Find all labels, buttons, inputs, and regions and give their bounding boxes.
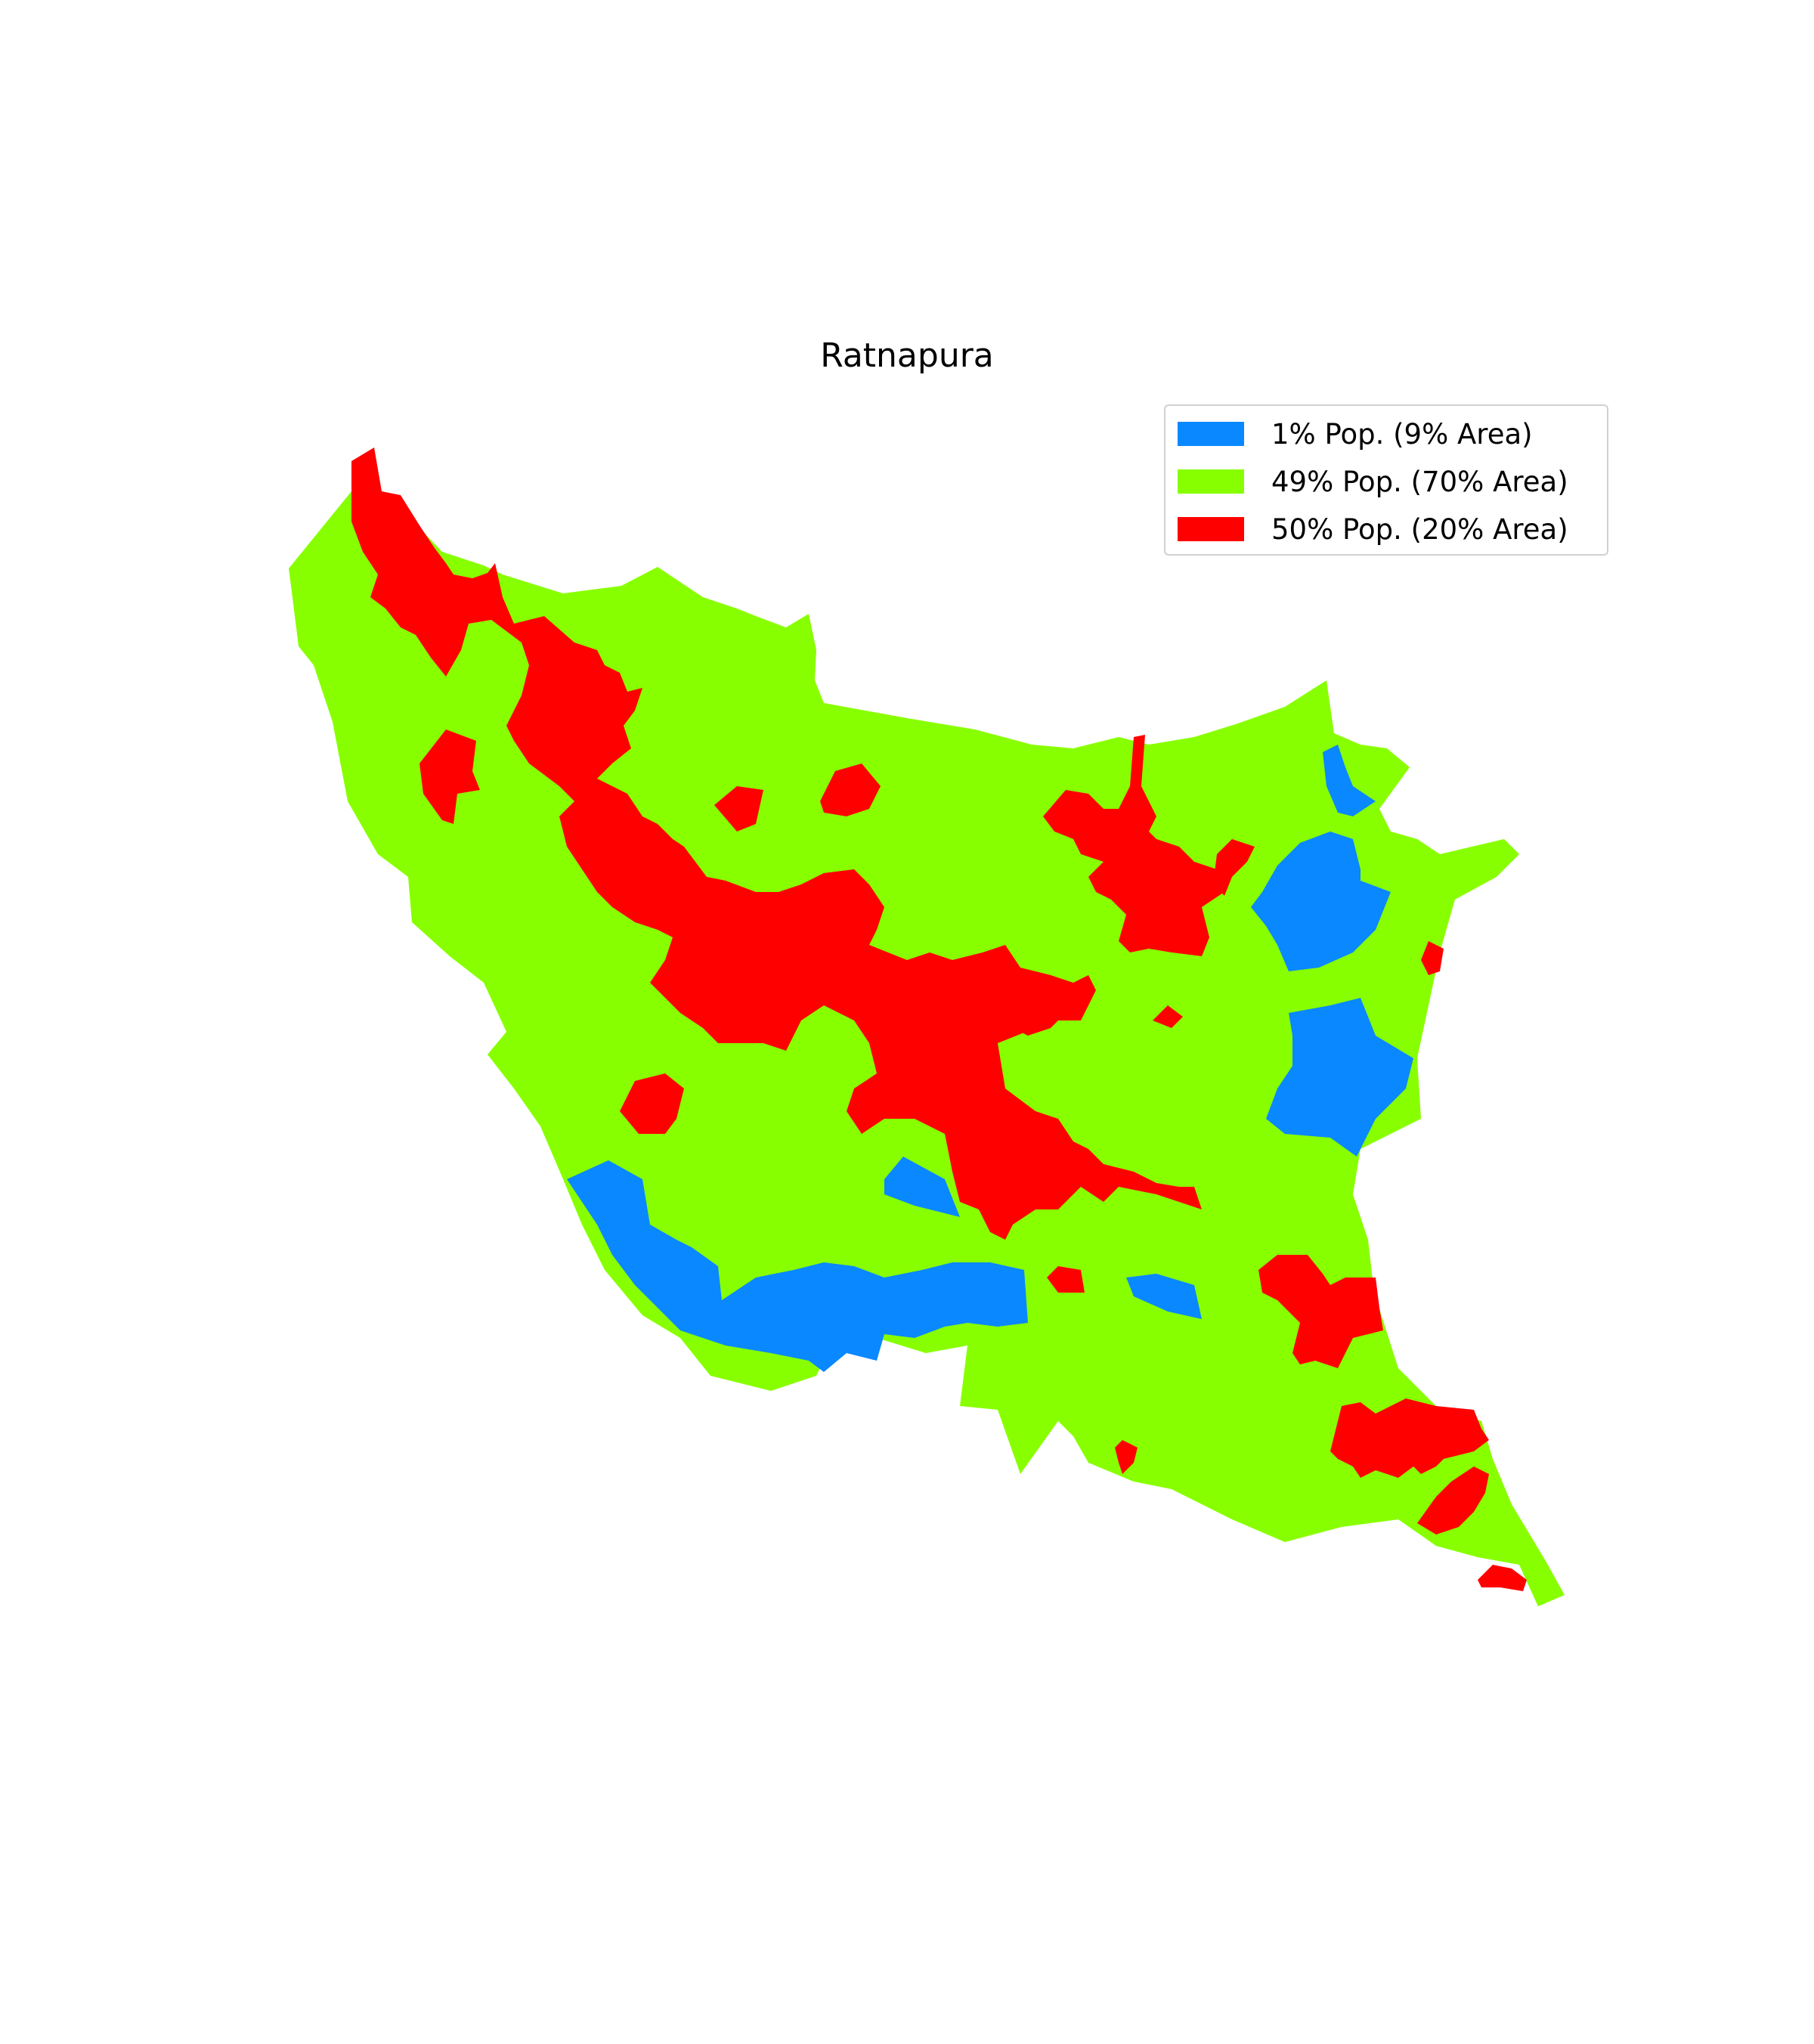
region-blue-south-west (567, 1160, 1028, 1372)
region-red-south-tip (1478, 1565, 1527, 1591)
legend-item-blue: 1% Pop. (9% Area) (1178, 417, 1533, 451)
region-blue-south-east (1126, 1274, 1202, 1319)
region-blue-east-lower (1266, 998, 1413, 1157)
legend-label: 50% Pop. (20% Area) (1271, 513, 1568, 546)
region-red-north-center-2 (820, 763, 881, 816)
legend: 1% Pop. (9% Area) 49% Pop. (70% Area) 50… (1164, 404, 1608, 556)
region-blue-south-mid (884, 1157, 960, 1217)
region-red-west-island (419, 729, 480, 824)
region-red-center-dot (1153, 1005, 1183, 1028)
region-red-north-center-1 (714, 786, 763, 832)
region-red-south-east-3 (1417, 1466, 1489, 1535)
region-red-south-small (1047, 1266, 1085, 1293)
legend-item-red: 50% Pop. (20% Area) (1178, 513, 1568, 546)
legend-item-green: 49% Pop. (70% Area) (1178, 465, 1568, 498)
region-red-south-sliver (1115, 1440, 1138, 1474)
region-blue-north-east (1323, 745, 1376, 816)
legend-swatch-green (1178, 469, 1244, 494)
legend-swatch-red (1178, 517, 1244, 541)
legend-swatch-blue (1178, 422, 1244, 446)
map-title: Ratnapura (820, 336, 994, 375)
region-red-north-west-corridor (351, 448, 1202, 1240)
legend-label: 1% Pop. (9% Area) (1271, 417, 1533, 451)
region-red-east-dot (1421, 941, 1444, 975)
region-blue-east (1251, 832, 1391, 971)
region-red-center-arms (1005, 983, 1066, 1036)
region-red-west-lower (620, 1073, 684, 1134)
region-red-south-east-1 (1258, 1255, 1383, 1368)
region-red-north-east-arm (1213, 839, 1255, 896)
region-red-south-east-2 (1330, 1398, 1489, 1478)
region-red-north-east-cluster (1043, 735, 1224, 956)
legend-label: 49% Pop. (70% Area) (1271, 465, 1568, 498)
